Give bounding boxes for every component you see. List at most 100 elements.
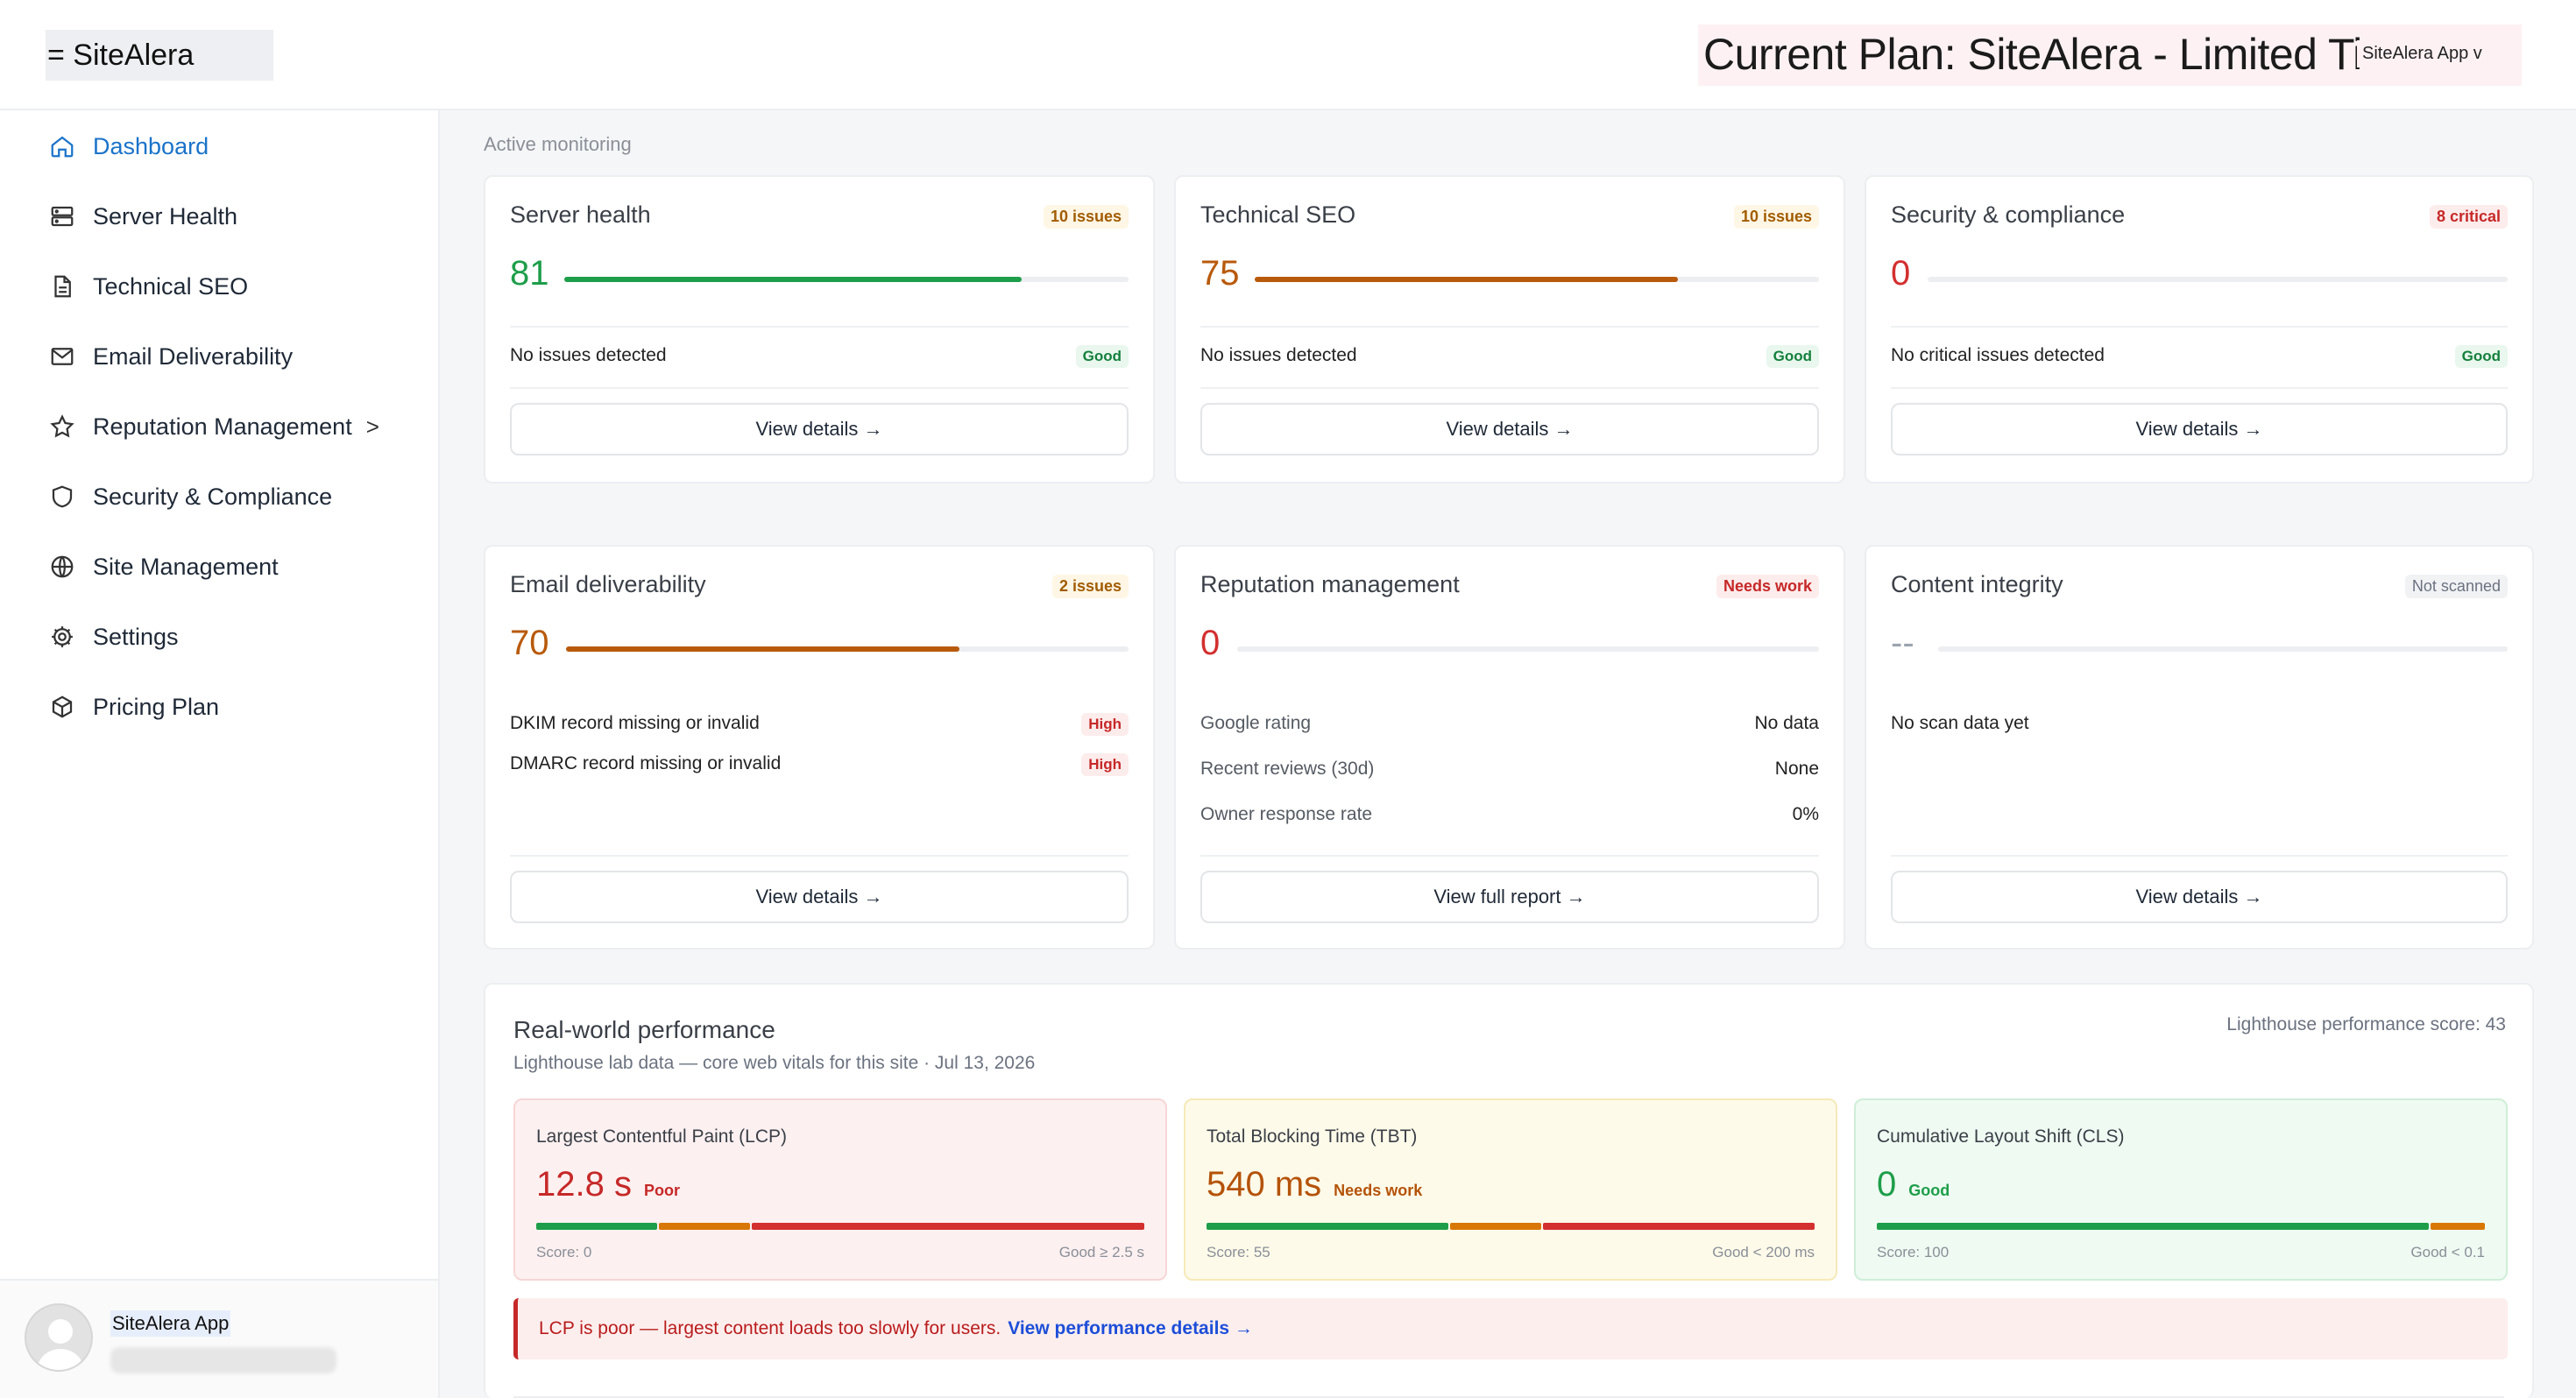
sidebar-item-reputation-management[interactable]: Reputation Management > [47, 405, 379, 448]
status-badge: Good [1075, 345, 1129, 368]
card-server-health: Server health 10 issues 81 No issues det… [484, 175, 1155, 484]
card-title: Security & compliance [1891, 201, 2126, 228]
metric-value-text: 0 [1877, 1165, 1897, 1204]
sidebar-item-technical-seo[interactable]: Technical SEO [47, 265, 248, 308]
sidebar-item-label: Settings [93, 623, 179, 650]
card-email-deliverability: Email deliverability 2 issues 70 DKIM re… [484, 545, 1155, 950]
score-bar [1255, 277, 1819, 282]
threshold-bar [536, 1223, 1144, 1230]
severity-badge: High [1081, 713, 1129, 736]
sidebar-item-label: Reputation Management [93, 413, 352, 440]
lcp-alert: LCP is poor — largest content loads too … [513, 1298, 2508, 1359]
view-details-button[interactable]: View details → [1891, 871, 2508, 923]
shield-icon [47, 482, 77, 512]
current-plan-banner: Current Plan: SiteAlera - Limited Ti Sit… [1698, 25, 2522, 86]
sidebar-item-server-health[interactable]: Server Health [47, 194, 237, 238]
sidebar-item-email-deliverability[interactable]: Email Deliverability [47, 335, 293, 378]
status-text: No critical issues detected [1891, 345, 2105, 365]
metric-value: 0% [1792, 804, 1819, 824]
threshold-bar [1207, 1223, 1815, 1230]
sidebar-item-site-management[interactable]: Site Management [47, 545, 279, 589]
view-full-report-button[interactable]: View full report → [1200, 871, 1819, 923]
metric-threshold: Good ≥ 2.5 s [1058, 1244, 1144, 1260]
app-switcher[interactable]: SiteAlera App v [2357, 40, 2488, 67]
severity-badge: High [1081, 753, 1129, 776]
server-icon [47, 201, 77, 231]
sidebar-item-label: Security & Compliance [93, 483, 333, 510]
metric-value: No data [1754, 713, 1819, 733]
card-title: Server health [510, 201, 651, 228]
card-content-integrity: Content integrity Not scanned -- No scan… [1865, 545, 2534, 950]
issue-item: DKIM record missing or invalid [510, 713, 760, 733]
metric-title: Total Blocking Time (TBT) [1207, 1126, 1418, 1147]
section-label: Active monitoring [484, 133, 632, 155]
status-text: No issues detected [1200, 345, 1357, 365]
metric-label: Owner response rate [1200, 804, 1373, 824]
sidebar-item-pricing-plan[interactable]: Pricing Plan [47, 685, 219, 729]
card-security-compliance: Security & compliance 8 critical 0 No cr… [1865, 175, 2534, 484]
score-value: 75 [1200, 254, 1240, 293]
globe-icon [47, 552, 77, 582]
view-details-button[interactable]: View details → [1891, 403, 2508, 455]
metric-status: Good [1908, 1182, 1950, 1199]
star-icon [47, 412, 77, 441]
alert-text: LCP is poor — largest content loads too … [539, 1318, 1001, 1338]
card-title: Technical SEO [1200, 201, 1356, 228]
top-bar: = SiteAlera Current Plan: SiteAlera - Li… [0, 0, 2576, 110]
performance-panel: Real-world performance Lighthouse lab da… [484, 983, 2534, 1398]
view-details-button[interactable]: View details → [510, 871, 1129, 923]
metric-value: None [1774, 759, 1819, 779]
document-icon [47, 272, 77, 301]
metric-label: Google rating [1200, 713, 1312, 733]
critical-badge: 8 critical [2429, 205, 2508, 229]
score-bar [1938, 646, 2508, 652]
sidebar-item-label: Dashboard [93, 132, 209, 159]
metric-status: Poor [643, 1182, 680, 1199]
needs-work-badge: Needs work [1716, 575, 1819, 598]
score-value: 81 [510, 254, 549, 293]
metric-status: Needs work [1334, 1182, 1423, 1199]
metric-label: Recent reviews (30d) [1200, 759, 1375, 779]
view-performance-details-link[interactable]: View performance details → [1008, 1318, 1253, 1338]
sidebar-item-label: Technical SEO [93, 272, 249, 300]
sidebar-item-dashboard[interactable]: Dashboard [47, 124, 209, 168]
status-badge: Good [2454, 345, 2508, 368]
metric-threshold: Good < 200 ms [1712, 1244, 1815, 1260]
issue-item: DMARC record missing or invalid [510, 753, 782, 773]
not-scanned-badge: Not scanned [2404, 575, 2508, 598]
sidebar-item-label: Site Management [93, 553, 279, 580]
metric-score: Score: 100 [1877, 1244, 1950, 1260]
metric-threshold: Good < 0.1 [2410, 1244, 2485, 1260]
user-profile[interactable]: SiteAlera App [0, 1279, 438, 1398]
user-email-redacted [110, 1347, 336, 1373]
performance-subtitle: Lighthouse lab data — core web vitals fo… [513, 1053, 1036, 1073]
avatar[interactable] [25, 1303, 93, 1372]
metric-value-text: 12.8 s [536, 1165, 632, 1204]
issues-badge: 10 issues [1043, 205, 1129, 229]
view-details-button[interactable]: View details → [1200, 403, 1819, 455]
sidebar: Dashboard Server Health Technical SEO Em… [0, 110, 440, 1398]
score-bar [1237, 646, 1819, 652]
sidebar-item-security-compliance[interactable]: Security & Compliance [47, 475, 332, 519]
metric-score: Score: 0 [536, 1244, 592, 1260]
card-title: Content integrity [1891, 571, 2063, 597]
metric-value: 12.8 s Poor [536, 1165, 680, 1204]
chevron-right-icon[interactable]: > [365, 413, 379, 440]
box-icon [47, 692, 77, 722]
status-text: No issues detected [510, 345, 667, 365]
sidebar-item-label: Email Deliverability [93, 342, 294, 370]
sidebar-item-label: Pricing Plan [93, 693, 220, 720]
score-bar [1928, 277, 2508, 282]
score-value: 70 [510, 624, 549, 662]
metric-card-cls: Cumulative Layout Shift (CLS) 0 Good Sco… [1854, 1098, 2508, 1281]
threshold-bar [1877, 1223, 2485, 1230]
metric-value-text: 540 ms [1207, 1165, 1322, 1204]
view-details-button[interactable]: View details → [510, 403, 1129, 455]
score-value: 0 [1200, 624, 1221, 662]
sidebar-item-settings[interactable]: Settings [47, 615, 179, 659]
brand-logo[interactable]: = SiteAlera [46, 30, 273, 81]
metric-score: Score: 55 [1207, 1244, 1270, 1260]
status-badge: Good [1766, 345, 1819, 368]
score-value: -- [1891, 624, 1914, 662]
metric-value: 0 Good [1877, 1165, 1950, 1204]
